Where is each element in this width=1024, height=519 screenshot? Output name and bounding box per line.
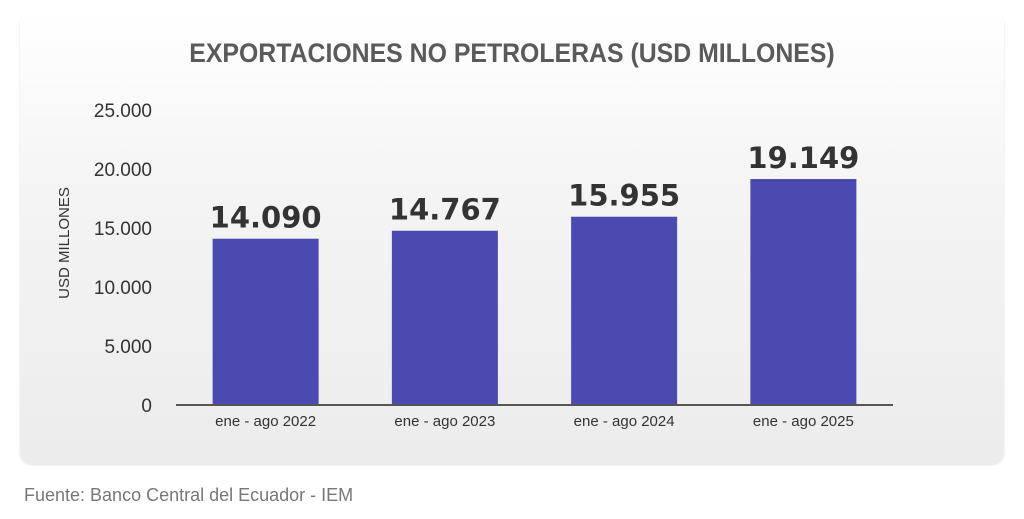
x-tick-label: ene - ago 2025 [753,413,854,430]
y-tick-label: 0 [141,396,152,417]
y-axis-label: USD MILLONES [56,187,73,299]
y-tick-label: 10.000 [94,278,152,299]
chart-title: EXPORTACIONES NO PETROLERAS (USD MILLONE… [189,38,835,68]
source-note: Fuente: Banco Central del Ecuador - IEM [24,485,354,505]
y-tick-label: 15.000 [94,219,152,240]
x-tick-label: ene - ago 2023 [394,413,495,430]
bar [750,179,857,405]
x-tick-label: ene - ago 2024 [574,413,675,430]
data-label: 14.767 [389,193,501,227]
y-tick-label: 25.000 [94,101,152,122]
y-tick-label: 5.000 [104,337,152,358]
data-label: 19.149 [747,141,859,175]
bar [212,238,319,405]
bar [571,216,678,405]
bar [391,230,498,405]
y-tick-label: 20.000 [94,160,152,181]
data-label: 14.090 [210,201,322,235]
x-tick-label: ene - ago 2022 [215,413,316,430]
data-label: 15.955 [568,179,680,213]
